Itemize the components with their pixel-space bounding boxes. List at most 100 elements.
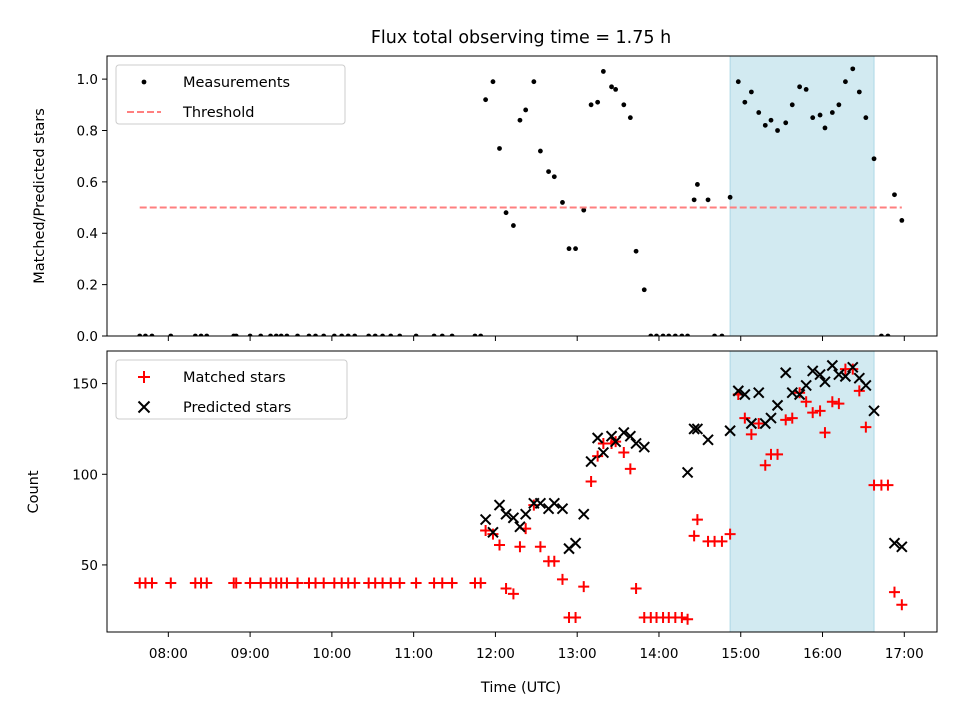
measurement-point [899, 218, 905, 223]
measurement-point [878, 333, 884, 336]
measurement-point [863, 115, 869, 121]
y-tick-label: 0.0 [77, 329, 98, 345]
y-tick-label: 0.2 [77, 278, 98, 294]
measurement-point [192, 333, 198, 336]
matched-star-point [819, 427, 831, 439]
plot-area: 0.0 0.2 0.4 0.6 0.8 1.0 Measurements Threshold 5… [72, 55, 938, 662]
matched-star-point [487, 528, 499, 540]
measurement-point [843, 79, 848, 85]
predicted-star-point [487, 526, 499, 538]
matched-star-point [807, 407, 819, 419]
legend-label: Measurements [183, 75, 290, 91]
panel-frame [106, 55, 938, 337]
measurement-point [783, 120, 789, 126]
predicted-star-point [806, 365, 819, 377]
matched-star-point [556, 573, 568, 585]
measurement-point [627, 115, 633, 121]
measurement-point [397, 333, 403, 336]
x-tick-label: 16:00 [803, 646, 842, 662]
matched-star-point [753, 418, 765, 430]
predicted-star-point [691, 423, 704, 435]
matched-star-point [794, 387, 806, 399]
measurement-point [284, 333, 290, 336]
matched-star-point [826, 396, 838, 408]
matched-star-point [318, 577, 330, 589]
measurement-point [137, 333, 143, 336]
measurement-point [768, 117, 774, 123]
legend: Matched stars Predicted stars [115, 359, 348, 420]
measurement-point [850, 66, 856, 72]
measurement-point [829, 110, 835, 115]
predicted-star-point [514, 521, 526, 533]
measurement-point [691, 197, 697, 203]
measurement-point [712, 333, 717, 336]
measurement-point [600, 69, 606, 74]
matched-star-point [292, 577, 304, 589]
matched-star-point [165, 577, 177, 589]
measurement-point [648, 333, 654, 336]
y-tick-label: 50 [81, 558, 98, 574]
matched-star-point [281, 577, 293, 589]
measurement-point [143, 333, 148, 336]
predicted-star-point [753, 386, 765, 399]
legend-label: Predicted stars [183, 400, 291, 416]
measurement-point [573, 246, 578, 252]
matched-star-point [882, 479, 894, 491]
predicted-star-point [609, 435, 622, 448]
measurement-point [735, 79, 741, 85]
measurement-point [695, 182, 700, 187]
matched-star-point [480, 524, 492, 536]
measurement-point [762, 122, 768, 128]
measurement-point [472, 333, 478, 336]
measurement-point [149, 333, 155, 336]
predicted-star-point [765, 412, 777, 424]
panel-2: 50 100 150 08:00 09:00 10:00 11:00 12:00 13:00 14… [72, 350, 938, 662]
measurement-point [449, 333, 455, 336]
bottom-y-axis-label: Count [26, 470, 42, 513]
panel-data [137, 66, 905, 336]
matched-star-point [548, 555, 560, 567]
x-axis-label: Time (UTC) [480, 680, 561, 696]
matched-star-point [534, 541, 546, 553]
x-tick-label: 12:00 [476, 646, 515, 662]
measurement-point [560, 200, 565, 205]
measurement-point [836, 102, 842, 108]
predicted-star-point [500, 508, 512, 520]
matched-star-point [585, 476, 597, 488]
predicted-star-point [800, 379, 812, 392]
measurement-point [871, 156, 877, 162]
predicted-star-point [888, 537, 901, 549]
measurement-point [388, 333, 394, 336]
matched-star-point [436, 577, 448, 589]
legend-label: Matched stars [183, 370, 286, 386]
predicted-star-point [569, 537, 582, 549]
x-tick-label: 10:00 [312, 646, 351, 662]
predicted-star-point [839, 370, 852, 383]
matched-star-point [410, 577, 422, 589]
measurement-point [885, 333, 891, 336]
measurement-point [198, 333, 204, 336]
matched-star-point [618, 447, 630, 459]
predicted-star-point [618, 426, 630, 439]
matched-star-point [255, 577, 267, 589]
predicted-star-point [814, 368, 826, 381]
predicted-star-point [597, 446, 610, 459]
measurement-point [588, 102, 594, 108]
predicted-star-point [556, 503, 569, 515]
measurement-point [810, 115, 816, 121]
x-tick-label: 17:00 [885, 646, 924, 662]
measurement-point [537, 148, 543, 154]
predicted-star-point [548, 497, 561, 509]
measurement-point [339, 333, 345, 336]
predicted-star-point [826, 359, 839, 372]
matched-star-point [853, 385, 865, 397]
predicted-star-point [793, 388, 806, 401]
measurement-point [756, 110, 762, 115]
measurement-point [345, 333, 351, 336]
matched-star-point [244, 577, 256, 589]
matched-star-point [630, 582, 642, 594]
measurement-point [719, 333, 725, 336]
matched-star-point [578, 581, 590, 593]
measurement-point [551, 174, 557, 180]
matched-star-point [833, 398, 845, 410]
